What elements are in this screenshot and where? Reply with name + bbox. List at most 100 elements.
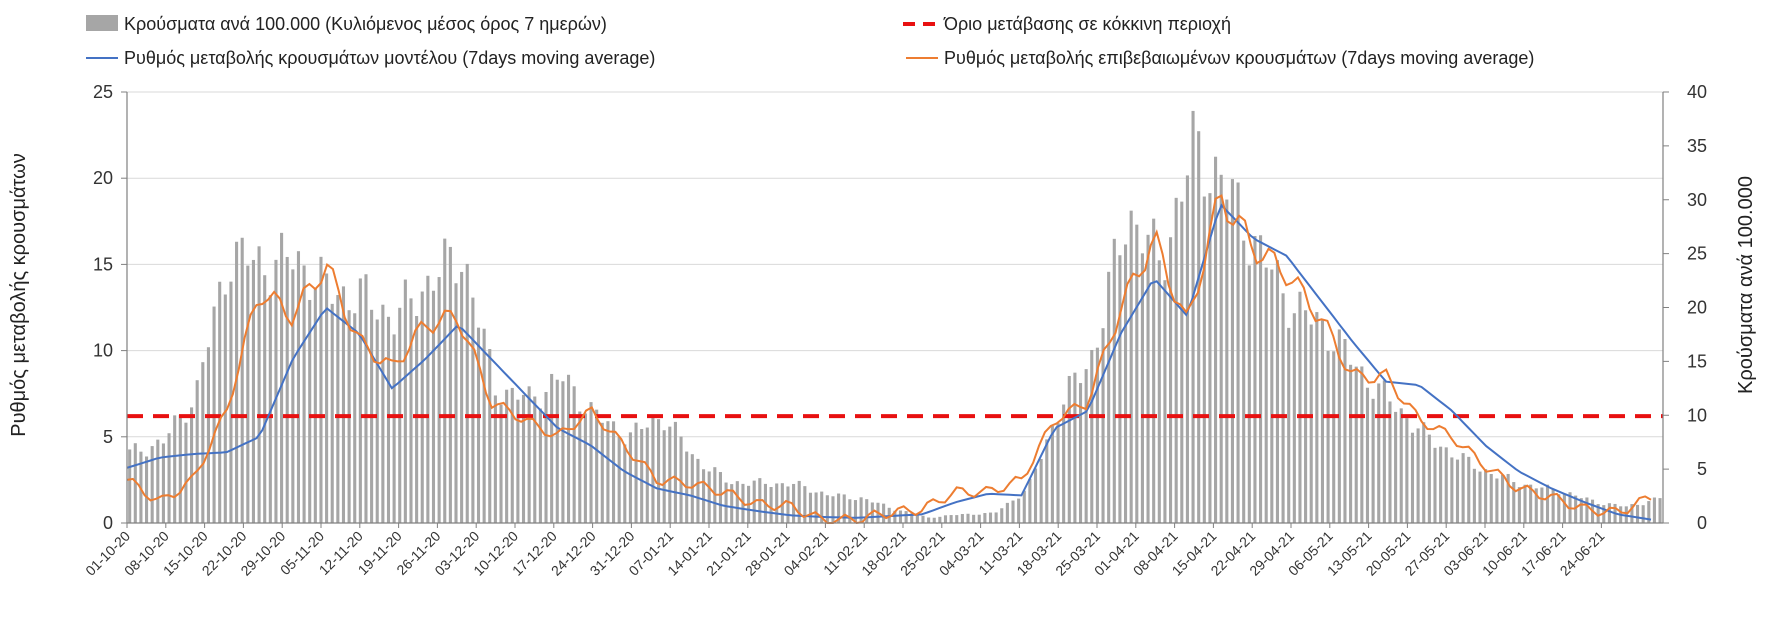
- bar: [1067, 375, 1071, 523]
- bar: [724, 482, 728, 523]
- bar: [1467, 456, 1471, 523]
- bar: [1163, 280, 1167, 523]
- bar: [1512, 482, 1516, 523]
- bar: [505, 389, 509, 523]
- bar: [1219, 174, 1223, 523]
- bar: [617, 436, 621, 523]
- bar: [1534, 488, 1538, 523]
- bar: [1562, 493, 1566, 523]
- bar: [1394, 411, 1398, 523]
- bar: [167, 433, 171, 523]
- bar: [611, 421, 616, 523]
- bar: [769, 487, 773, 523]
- bar: [1197, 131, 1201, 523]
- bar: [280, 232, 284, 524]
- bar: [1214, 156, 1218, 524]
- y-right-tick-label: 0: [1697, 513, 1707, 533]
- bar: [330, 303, 334, 523]
- legend-threshold-label: Όριο μετάβασης σε κόκκινη περιοχή: [943, 14, 1231, 34]
- bar: [1624, 506, 1628, 523]
- bar: [550, 373, 554, 523]
- bar: [1169, 237, 1173, 524]
- bar: [1236, 182, 1240, 524]
- bar: [1523, 484, 1527, 523]
- bar: [808, 492, 813, 523]
- bar: [308, 299, 312, 523]
- bar: [1545, 484, 1550, 523]
- bar: [634, 422, 638, 523]
- bar: [291, 269, 295, 523]
- confirmed-line: [126, 194, 1652, 525]
- bar: [1377, 383, 1381, 523]
- bar: [1185, 175, 1189, 523]
- bar: [420, 291, 424, 523]
- bar: [943, 515, 948, 523]
- bar: [893, 510, 897, 523]
- bar: [1062, 404, 1066, 523]
- bar: [1050, 425, 1054, 523]
- bar: [1000, 508, 1004, 523]
- y-left-tick-label: 20: [93, 168, 113, 188]
- bar: [1146, 234, 1150, 523]
- y-right-tick-label: 10: [1687, 405, 1707, 425]
- bar: [386, 316, 391, 523]
- bar: [977, 514, 981, 523]
- bar: [898, 510, 903, 523]
- bar: [476, 327, 481, 523]
- bar: [336, 295, 340, 523]
- bar: [606, 421, 610, 523]
- bar: [1140, 253, 1144, 524]
- bar: [544, 391, 548, 523]
- bar: [1259, 235, 1263, 524]
- bar: [1332, 351, 1336, 523]
- bar: [842, 494, 846, 523]
- bar: [786, 486, 790, 523]
- bar: [465, 263, 469, 523]
- bar: [150, 446, 154, 523]
- bar: [251, 259, 255, 523]
- bar: [1647, 501, 1651, 523]
- bar: [128, 449, 132, 523]
- bar: [966, 513, 970, 523]
- bar: [696, 458, 700, 523]
- bar: [1484, 469, 1488, 523]
- bar: [381, 304, 385, 523]
- bar: [1253, 236, 1257, 524]
- y-right-tick-label: 35: [1687, 136, 1707, 156]
- bar: [1478, 471, 1482, 523]
- bar: [190, 407, 194, 523]
- bar: [566, 374, 571, 523]
- bar: [820, 491, 824, 523]
- bar: [133, 443, 137, 523]
- bar: [702, 469, 706, 523]
- bar: [206, 347, 210, 523]
- bar: [1129, 210, 1133, 524]
- bar: [1033, 468, 1038, 523]
- bar: [538, 408, 542, 523]
- bar: [1540, 487, 1544, 523]
- bar: [1596, 504, 1600, 523]
- bar: [645, 427, 649, 523]
- bar: [921, 515, 925, 523]
- bar: [994, 512, 998, 523]
- bar-series: [128, 110, 1662, 524]
- bar: [443, 238, 447, 523]
- bar: [499, 404, 503, 523]
- bar: [904, 511, 908, 523]
- bar: [1399, 408, 1403, 523]
- bar: [555, 379, 559, 523]
- bar: [578, 411, 582, 523]
- bar: [735, 481, 739, 523]
- bar: [1095, 347, 1099, 523]
- bar: [623, 444, 627, 523]
- bar: [1337, 329, 1341, 523]
- bar: [1652, 497, 1656, 523]
- bar: [1270, 269, 1274, 523]
- bar: [1506, 473, 1510, 523]
- bar: [488, 349, 492, 523]
- bar: [460, 271, 464, 523]
- bar: [358, 278, 362, 523]
- bar: [448, 246, 452, 523]
